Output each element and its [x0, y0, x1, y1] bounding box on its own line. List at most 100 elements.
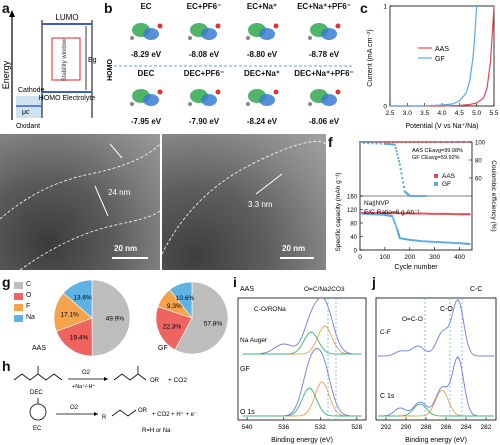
f-capacity-point-gf [437, 241, 440, 244]
c-x-tick-label: 4.0 [437, 110, 446, 117]
panel-j-xps-c1s: 292 290 288 286 284 282 C-C C-O O=C-O C-F C 1… [375, 286, 497, 444]
f-ce-point-aas [392, 141, 395, 144]
f-capacity-point-aas [435, 212, 438, 215]
ec-molecule [29, 403, 47, 421]
panel-h-reaction-scheme: DEC O2 +Na⁺/-H⁺ OR + CO2 EC O2 R OR + CO… [13, 366, 197, 434]
c-ylabel: Current (mA cm⁻²) [367, 29, 374, 86]
f-ce-point-gf [413, 195, 416, 197]
f-capacity-point-gf [395, 226, 398, 229]
f-capacity-point-aas [419, 212, 422, 215]
b-bottom-name-1: DEC+PF6⁻ [183, 69, 225, 78]
f-capacity-point-aas [439, 212, 442, 215]
j-x-tick-label: 286 [441, 424, 452, 431]
r-definition-label: R=H or Na [142, 428, 171, 434]
f-ce-point-gf [388, 143, 391, 146]
f-xlabel: Cycle number [394, 264, 438, 271]
f-ce-point-gf [371, 142, 374, 145]
f-capacity-point-aas [385, 212, 388, 215]
f-capacity-point-gf [387, 214, 390, 217]
f-capacity-point-gf [367, 213, 370, 215]
f-capacity-point-aas [417, 212, 420, 215]
ec-product-r: R [102, 415, 107, 421]
f-capacity-point-aas [431, 212, 434, 215]
orbital-lobe-blue [321, 94, 337, 106]
b-bottom-energy-1: -7.90 eV [188, 117, 220, 126]
atom-carbon [188, 36, 192, 40]
b-top-name-3: EC+Na⁺+PF6⁻ [297, 2, 351, 11]
cathode-label: Cathode [18, 87, 45, 94]
j-label-c1s: C 1s [380, 393, 395, 400]
g-legend-swatch-na [14, 315, 23, 322]
b-bottom-name-2: DEC+Na⁺ [243, 69, 280, 78]
f-ce-point-gf [379, 142, 382, 145]
c-y-tick-label: 1 [383, 4, 387, 11]
g-legend-na: Na [26, 314, 35, 321]
f-capacity-point-gf [365, 212, 368, 215]
f-ce-point-aas [396, 141, 399, 144]
b-top-energy-2: -8.80 eV [246, 50, 278, 59]
f-ce-point-aas [412, 141, 415, 144]
f-ce-point-gf [423, 195, 426, 197]
f-capacity-point-gf [405, 238, 408, 241]
f-capacity-point-gf [373, 213, 376, 216]
f-capacity-point-gf [397, 232, 400, 235]
energy-axis-label: Energy [1, 60, 11, 89]
f-ce-point-aas [375, 141, 378, 144]
f-capacity-point-gf [468, 242, 471, 245]
atom-oxygen [273, 89, 279, 95]
f-ce-point-aas [383, 141, 386, 144]
f-capacity-point-gf [375, 213, 378, 216]
f-capacity-point-aas [410, 212, 413, 215]
f-capacity-point-gf [421, 240, 424, 243]
f-capacity-point-gf [450, 241, 453, 244]
reagent-top-label: +Na⁺/-H⁺ [72, 383, 95, 390]
f-capacity-point-aas [441, 212, 444, 215]
f-capacity-point-gf [425, 240, 428, 243]
f-capacity-point-gf [359, 212, 361, 215]
mu-c-label: μc [22, 109, 30, 116]
f-capacity-point-gf [461, 242, 464, 245]
ec-product-molecule [111, 409, 137, 417]
f-annotation-cell: Na||NVP [364, 200, 389, 207]
j-xlabel: Binding energy (eV) [405, 437, 467, 444]
f-ce-point-gf [367, 142, 370, 145]
pie-slice-na [169, 281, 193, 319]
f-capacity-point-aas [396, 212, 399, 215]
orbital-lobe-blue [143, 28, 159, 40]
c-y-tick-label: 0 [383, 104, 387, 111]
pie-label-na: 13.6% [73, 295, 92, 302]
panel-label-a: a [2, 0, 10, 16]
f-capacity-point-aas [390, 212, 393, 215]
f-capacity-point-aas [425, 212, 428, 215]
atom-oxygen [215, 89, 221, 95]
f-capacity-point-aas [421, 212, 424, 215]
atom-carbon [130, 102, 134, 106]
ec-product-or: OR [138, 408, 148, 414]
pie-slice-na [62, 279, 93, 319]
g-legend-c: C [26, 281, 32, 288]
f-capacity-point-gf [408, 238, 411, 241]
g-legend-swatch-o [14, 293, 23, 300]
j-x-tick-label: 288 [421, 424, 432, 431]
panel-label-c: c [360, 0, 368, 16]
f-ce-point-gf [375, 142, 378, 145]
f-annotation-ratio: E/C Ratio=6 g Ah⁻¹ [364, 209, 420, 216]
f-capacity-point-gf [361, 212, 364, 215]
f-capacity-point-aas [371, 211, 374, 214]
orbital-lobe-blue [201, 28, 217, 40]
panel-a-energy-diagram: Energy LUMO HOMO Electrolyte Stability w… [1, 10, 97, 130]
f-capacity-point-gf [435, 241, 438, 244]
f-capacity-point-aas [383, 212, 386, 215]
stability-window-label: Stability window [62, 38, 68, 81]
f-ce-point-aas [445, 141, 448, 144]
f-ce-point-gf [393, 143, 396, 146]
c-xlabel: Potential (V vs Na⁺/Na) [406, 123, 479, 130]
f-capacity-point-gf [397, 231, 400, 234]
f-capacity-point-gf [415, 239, 417, 242]
atom-oxygen [335, 89, 341, 95]
c-legend-gf: GF [435, 56, 445, 63]
lumo-label: LUMO [55, 13, 78, 22]
pie-slice-o [155, 306, 193, 351]
f-capacity-point-gf [394, 224, 397, 227]
f-capacity-point-aas [437, 212, 440, 215]
